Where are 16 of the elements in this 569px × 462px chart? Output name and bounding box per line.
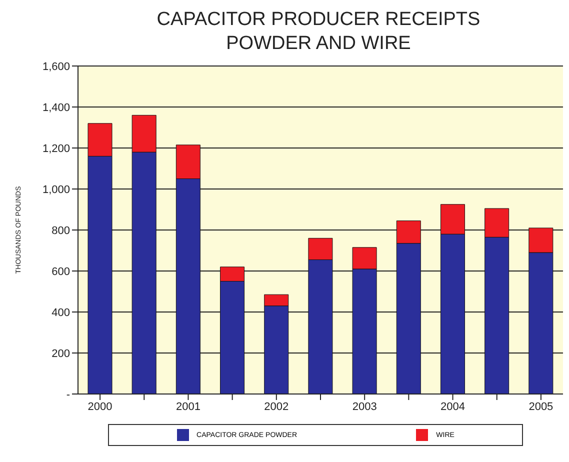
chart-title: CAPACITOR PRODUCER RECEIPTS POWDER AND WIRE [156, 8, 482, 56]
y-tick-label: - [66, 388, 70, 401]
x-tick-label: 2004 [440, 400, 466, 413]
y-tick-label: 1,200 [42, 142, 70, 155]
y-tick-label: 1,400 [42, 102, 70, 114]
y-tick-label: 600 [52, 266, 70, 278]
x-tick-label: 2000 [88, 400, 112, 413]
x-tick-label: 2005 [528, 400, 554, 413]
x-tick-label: 2001 [176, 400, 200, 413]
y-tick-label: 200 [52, 348, 70, 360]
x-tick-label: 2002 [264, 400, 289, 413]
y-tick-label: 800 [52, 224, 70, 237]
y-tick-label: 400 [52, 306, 70, 319]
y-tick-label: 1,600 [42, 60, 70, 73]
x-tick-label: 2003 [352, 400, 377, 413]
y-tick-label: 1,000 [42, 184, 70, 196]
